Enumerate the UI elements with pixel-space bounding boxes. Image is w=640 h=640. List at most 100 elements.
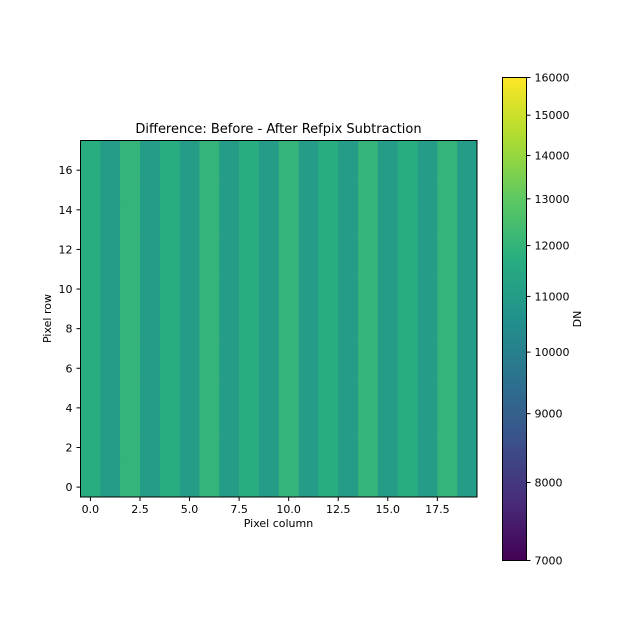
heatmap-cell bbox=[318, 457, 339, 478]
heatmap-cell bbox=[298, 279, 319, 300]
heatmap-cell bbox=[199, 477, 220, 498]
heatmap-cell bbox=[318, 239, 339, 260]
heatmap-cell bbox=[258, 417, 280, 438]
heatmap-cell bbox=[239, 298, 260, 320]
heatmap-cell bbox=[199, 140, 220, 161]
heatmap-cell bbox=[278, 318, 299, 339]
heatmap-cell bbox=[397, 239, 418, 260]
heatmap-cell bbox=[258, 140, 280, 161]
heatmap-cell bbox=[457, 140, 478, 161]
heatmap-cell bbox=[100, 140, 121, 161]
heatmap-cell bbox=[219, 219, 240, 240]
heatmap-cell bbox=[100, 160, 121, 181]
heatmap-cell bbox=[199, 298, 220, 320]
heatmap-cell bbox=[80, 397, 101, 419]
heatmap-cell bbox=[377, 417, 398, 438]
heatmap-cell bbox=[318, 397, 339, 419]
heatmap-cell bbox=[100, 219, 121, 240]
heatmap-cell bbox=[120, 437, 141, 458]
chart-title: Difference: Before - After Refpix Subtra… bbox=[135, 122, 421, 137]
heatmap-cell bbox=[139, 457, 161, 478]
heatmap-cell bbox=[358, 338, 379, 359]
heatmap-cell bbox=[338, 140, 359, 161]
heatmap-cell bbox=[397, 298, 418, 320]
heatmap-cell bbox=[100, 358, 121, 379]
heatmap-cell bbox=[318, 477, 339, 498]
heatmap-cell bbox=[239, 417, 260, 438]
heatmap-cell bbox=[120, 358, 141, 379]
heatmap-cell bbox=[219, 437, 240, 458]
heatmap-cell bbox=[397, 279, 418, 300]
heatmap-cell bbox=[179, 180, 200, 201]
heatmap-cell bbox=[358, 358, 379, 379]
heatmap-cell bbox=[437, 457, 458, 478]
heatmap-cell bbox=[298, 199, 319, 221]
y-tick-label: 4 bbox=[66, 402, 73, 415]
heatmap-cell bbox=[417, 358, 438, 379]
heatmap-cell bbox=[258, 358, 280, 379]
heatmap-cell bbox=[120, 279, 141, 300]
heatmap-cell bbox=[219, 180, 240, 201]
heatmap-cell bbox=[159, 358, 180, 379]
heatmap-cell bbox=[417, 437, 438, 458]
heatmap-cell bbox=[437, 358, 458, 379]
heatmap-cell bbox=[318, 199, 339, 221]
heatmap-cell bbox=[417, 477, 438, 498]
heatmap-cell bbox=[298, 160, 319, 181]
heatmap-cell bbox=[377, 397, 398, 419]
heatmap-cell bbox=[318, 298, 339, 320]
heatmap-cell bbox=[258, 318, 280, 339]
heatmap-cell bbox=[318, 219, 339, 240]
x-axis-ticks: 0.0 2.5 5.0 7.5 10.0 12.5 15.0 17.5 bbox=[82, 497, 450, 516]
heatmap-cell bbox=[239, 378, 260, 399]
heatmap-cell bbox=[179, 477, 200, 498]
heatmap-cell bbox=[219, 279, 240, 300]
heatmap-cell bbox=[437, 338, 458, 359]
heatmap-cell bbox=[159, 239, 180, 260]
heatmap-cell bbox=[417, 199, 438, 221]
heatmap-cell bbox=[100, 378, 121, 399]
heatmap-cell bbox=[397, 457, 418, 478]
heatmap-cell bbox=[120, 160, 141, 181]
heatmap-cell bbox=[120, 417, 141, 438]
colorbar-label: DN bbox=[571, 311, 584, 328]
heatmap-cell bbox=[258, 180, 280, 201]
heatmap-cell bbox=[219, 298, 240, 320]
heatmap-cell bbox=[258, 199, 280, 221]
heatmap-cell bbox=[239, 140, 260, 161]
heatmap-cell bbox=[179, 457, 200, 478]
heatmap-cell bbox=[437, 259, 458, 280]
heatmap-cell bbox=[377, 219, 398, 240]
x-tick-label: 15.0 bbox=[376, 503, 401, 516]
heatmap-cell bbox=[278, 437, 299, 458]
heatmap-cell bbox=[437, 199, 458, 221]
heatmap-cell bbox=[120, 140, 141, 161]
heatmap-cell bbox=[397, 338, 418, 359]
heatmap-cell bbox=[417, 140, 438, 161]
heatmap-cell bbox=[139, 298, 161, 320]
heatmap-cell bbox=[318, 437, 339, 458]
heatmap-cell bbox=[100, 437, 121, 458]
heatmap-cell bbox=[80, 279, 101, 300]
heatmap-cell bbox=[80, 437, 101, 458]
heatmap-cell bbox=[278, 298, 299, 320]
heatmap-cell bbox=[437, 239, 458, 260]
heatmap-cell bbox=[298, 477, 319, 498]
heatmap-cell bbox=[437, 180, 458, 201]
heatmap-cell bbox=[159, 279, 180, 300]
x-tick-label: 5.0 bbox=[181, 503, 199, 516]
heatmap-cell bbox=[139, 259, 161, 280]
heatmap-cell bbox=[358, 417, 379, 438]
y-axis-label: Pixel row bbox=[41, 294, 54, 343]
y-tick-label: 8 bbox=[66, 323, 73, 336]
heatmap-cell bbox=[179, 378, 200, 399]
heatmap-cell bbox=[417, 417, 438, 438]
heatmap-cell bbox=[397, 378, 418, 399]
heatmap-cell bbox=[258, 397, 280, 419]
heatmap-cell bbox=[120, 298, 141, 320]
heatmap-cell bbox=[417, 219, 438, 240]
heatmap-cell bbox=[358, 318, 379, 339]
heatmap-cell bbox=[100, 397, 121, 419]
heatmap-cell bbox=[358, 437, 379, 458]
heatmap-cell bbox=[199, 338, 220, 359]
